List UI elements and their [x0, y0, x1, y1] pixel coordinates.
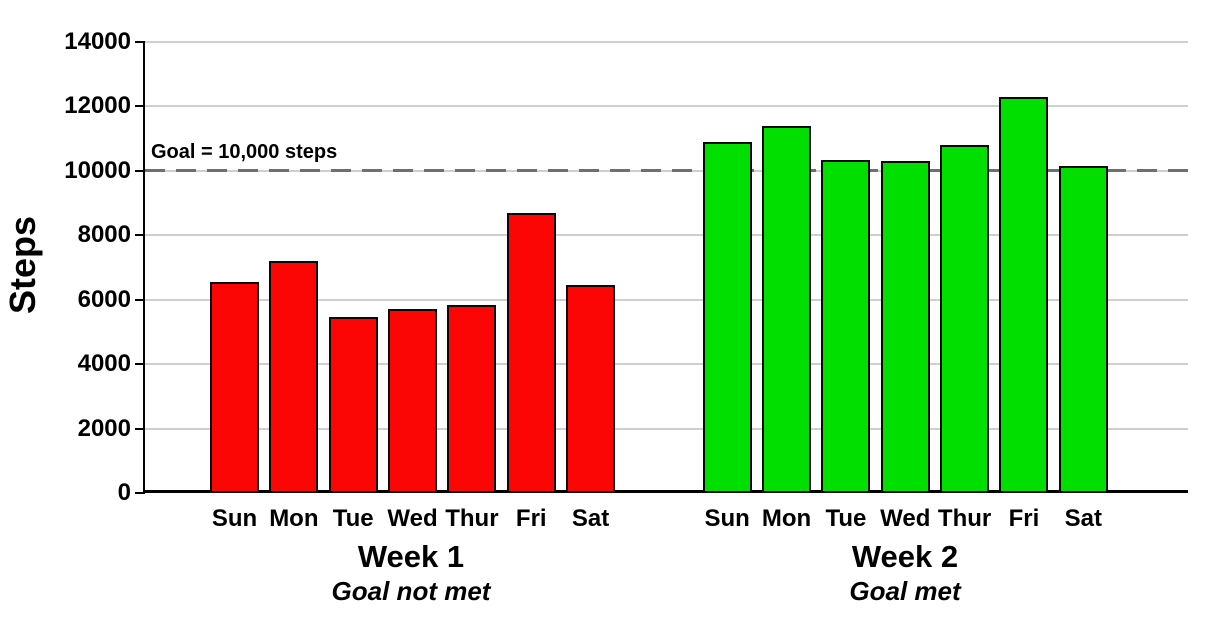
x-label-week1-mon: Mon — [269, 505, 319, 532]
y-tick-label-10000: 10000 — [64, 156, 131, 184]
goal-line-label: Goal = 10,000 steps — [151, 141, 338, 163]
week2-caption: Week 2 Goal met — [849, 539, 961, 607]
y-tick-2000 — [135, 427, 145, 430]
y-tick-label-2000: 2000 — [77, 414, 131, 442]
bar-week1-mon — [269, 261, 319, 493]
x-label-week1-sun: Sun — [211, 505, 258, 532]
x-label-week1-wed: Wed — [387, 505, 438, 532]
bar-week2-wed — [880, 161, 930, 493]
week1-label: Week 1 — [357, 539, 465, 574]
week2-label: Week 2 — [851, 539, 959, 574]
bar-week1-wed — [388, 309, 438, 493]
y-tick-label-14000: 14000 — [64, 28, 131, 55]
bar-week1-sat — [566, 285, 616, 493]
week1-caption: Week 1 Goal not met — [331, 539, 491, 607]
plot-area: Goal = 10,000 steps 0 2000 4000 6000 8000 100… — [64, 28, 1188, 532]
x-label-week2-thur: Thur — [937, 505, 992, 532]
y-tick-label-0: 0 — [117, 479, 131, 506]
gridline-6000 — [145, 298, 1188, 301]
bar-week2-mon — [762, 125, 812, 493]
bar-week2-thur — [940, 145, 990, 493]
week1-sublabel: Goal not met — [331, 576, 491, 606]
y-tick-label-8000: 8000 — [77, 221, 131, 249]
y-tick-10000 — [135, 169, 145, 172]
x-label-week2-tue: Tue — [825, 505, 867, 532]
goal-threshold-line — [145, 169, 1188, 173]
y-tick-14000 — [135, 41, 145, 43]
week2-sublabel: Goal met — [849, 576, 961, 606]
x-label-week2-wed: Wed — [880, 505, 931, 532]
y-tick-8000 — [135, 234, 145, 237]
bar-week2-sat — [1058, 166, 1108, 493]
y-tick-label-4000: 4000 — [77, 350, 131, 378]
bar-week1-tue — [328, 317, 378, 493]
x-label-week2-mon: Mon — [761, 505, 812, 532]
y-tick-12000 — [135, 105, 145, 108]
y-tick-label-6000: 6000 — [77, 285, 131, 313]
x-label-week2-sun: Sun — [704, 505, 750, 532]
bar-week1-sun — [210, 281, 259, 493]
gridline-4000 — [145, 363, 1188, 366]
bar-week1-thur — [447, 304, 497, 493]
x-label-week2-fri: Fri — [1008, 505, 1040, 532]
bar-week2-sun — [702, 141, 752, 493]
gridline-2000 — [145, 427, 1188, 430]
x-label-week1-sat: Sat — [571, 505, 610, 532]
x-label-week1-fri: Fri — [515, 505, 547, 532]
y-tick-4000 — [135, 363, 145, 366]
gridline-12000 — [145, 105, 1188, 108]
bar-week2-fri — [999, 96, 1049, 493]
y-tick-6000 — [135, 298, 145, 301]
bar-week1-fri — [506, 212, 556, 493]
x-label-week1-thur: Thur — [445, 505, 499, 532]
x-label-week1-tue: Tue — [332, 505, 374, 532]
bar-week2-tue — [821, 159, 871, 493]
gridline-8000 — [145, 234, 1188, 237]
y-tick-label-12000: 12000 — [64, 92, 131, 120]
gridline-14000 — [145, 41, 1188, 43]
y-tick-0 — [135, 492, 145, 494]
x-label-week2-sat: Sat — [1064, 505, 1102, 532]
